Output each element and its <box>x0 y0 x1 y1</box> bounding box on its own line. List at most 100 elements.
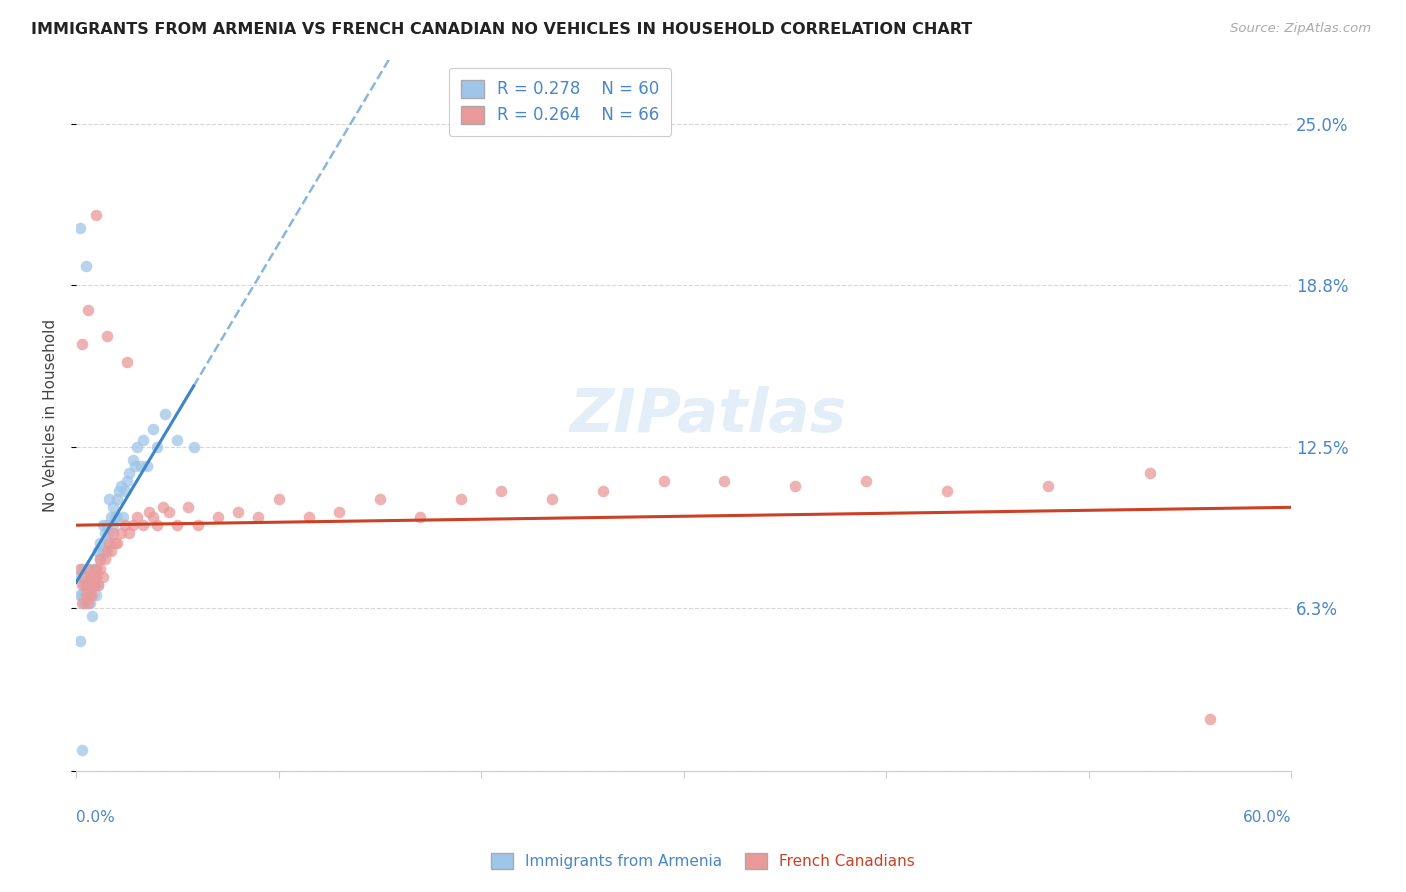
Point <box>142 422 165 436</box>
Point <box>187 518 209 533</box>
Point <box>91 544 114 558</box>
Point <box>1199 712 1222 726</box>
Point <box>132 433 155 447</box>
Point <box>93 551 115 566</box>
Point <box>83 562 105 576</box>
Point <box>226 505 249 519</box>
Point <box>87 577 110 591</box>
Point <box>82 570 104 584</box>
Point <box>77 303 100 318</box>
Point <box>125 510 148 524</box>
Point <box>491 484 513 499</box>
Point <box>72 562 94 576</box>
Point <box>247 510 270 524</box>
Point <box>101 525 124 540</box>
Point <box>124 458 146 473</box>
Point <box>96 518 118 533</box>
Point <box>75 596 97 610</box>
Point <box>110 525 132 540</box>
Point <box>100 510 122 524</box>
Y-axis label: No Vehicles in Household: No Vehicles in Household <box>44 318 58 512</box>
Point <box>83 570 105 584</box>
Point <box>115 474 138 488</box>
Point <box>93 544 115 558</box>
Point <box>75 577 97 591</box>
Point <box>75 260 97 274</box>
Point <box>89 562 111 576</box>
Text: Source: ZipAtlas.com: Source: ZipAtlas.com <box>1230 22 1371 36</box>
Point <box>82 577 104 591</box>
Point <box>166 433 188 447</box>
Point <box>541 492 564 507</box>
Point <box>713 474 735 488</box>
Point <box>86 570 108 584</box>
Point <box>125 441 148 455</box>
Point <box>107 484 129 499</box>
Point <box>104 536 127 550</box>
Text: 0.0%: 0.0% <box>76 810 115 825</box>
Point <box>77 596 100 610</box>
Point <box>138 505 160 519</box>
Point <box>83 577 105 591</box>
Point <box>207 510 229 524</box>
Point <box>79 588 101 602</box>
Point <box>114 518 136 533</box>
Point <box>122 518 145 533</box>
Point <box>328 505 350 519</box>
Point <box>100 544 122 558</box>
Point <box>69 634 91 648</box>
Point <box>79 588 101 602</box>
Point <box>69 220 91 235</box>
Text: ZIPatlas: ZIPatlas <box>569 385 846 444</box>
Point <box>79 570 101 584</box>
Point <box>87 544 110 558</box>
Point <box>77 577 100 591</box>
Point <box>83 577 105 591</box>
Point <box>104 510 127 524</box>
Point <box>110 479 132 493</box>
Point <box>86 570 108 584</box>
Point <box>785 479 807 493</box>
Point <box>368 492 391 507</box>
Point <box>142 510 165 524</box>
Point <box>82 577 104 591</box>
Point <box>152 500 174 514</box>
Point <box>122 453 145 467</box>
Point <box>96 536 118 550</box>
Point <box>79 596 101 610</box>
Point <box>157 505 180 519</box>
Point <box>105 492 128 507</box>
Point <box>146 518 169 533</box>
Point <box>72 743 94 757</box>
Point <box>69 562 91 576</box>
Point <box>72 337 94 351</box>
Point <box>69 588 91 602</box>
Point <box>97 525 120 540</box>
Point <box>111 510 134 524</box>
Point <box>67 570 90 584</box>
Point <box>93 525 115 540</box>
Point <box>77 562 100 576</box>
Point <box>450 492 472 507</box>
Point <box>118 525 141 540</box>
Point <box>409 510 432 524</box>
Point <box>114 484 136 499</box>
Point <box>91 570 114 584</box>
Point <box>101 518 124 533</box>
Point <box>136 458 159 473</box>
Point <box>267 492 290 507</box>
Point <box>132 518 155 533</box>
Point <box>86 208 108 222</box>
Point <box>115 355 138 369</box>
Point <box>129 458 152 473</box>
Point <box>855 474 877 488</box>
Point <box>592 484 614 499</box>
Point <box>73 570 96 584</box>
Legend: R = 0.278    N = 60, R = 0.264    N = 66: R = 0.278 N = 60, R = 0.264 N = 66 <box>449 68 671 136</box>
Point <box>96 544 118 558</box>
Point <box>73 577 96 591</box>
Point <box>1139 467 1161 481</box>
Point <box>72 596 94 610</box>
Point <box>75 588 97 602</box>
Point <box>86 588 108 602</box>
